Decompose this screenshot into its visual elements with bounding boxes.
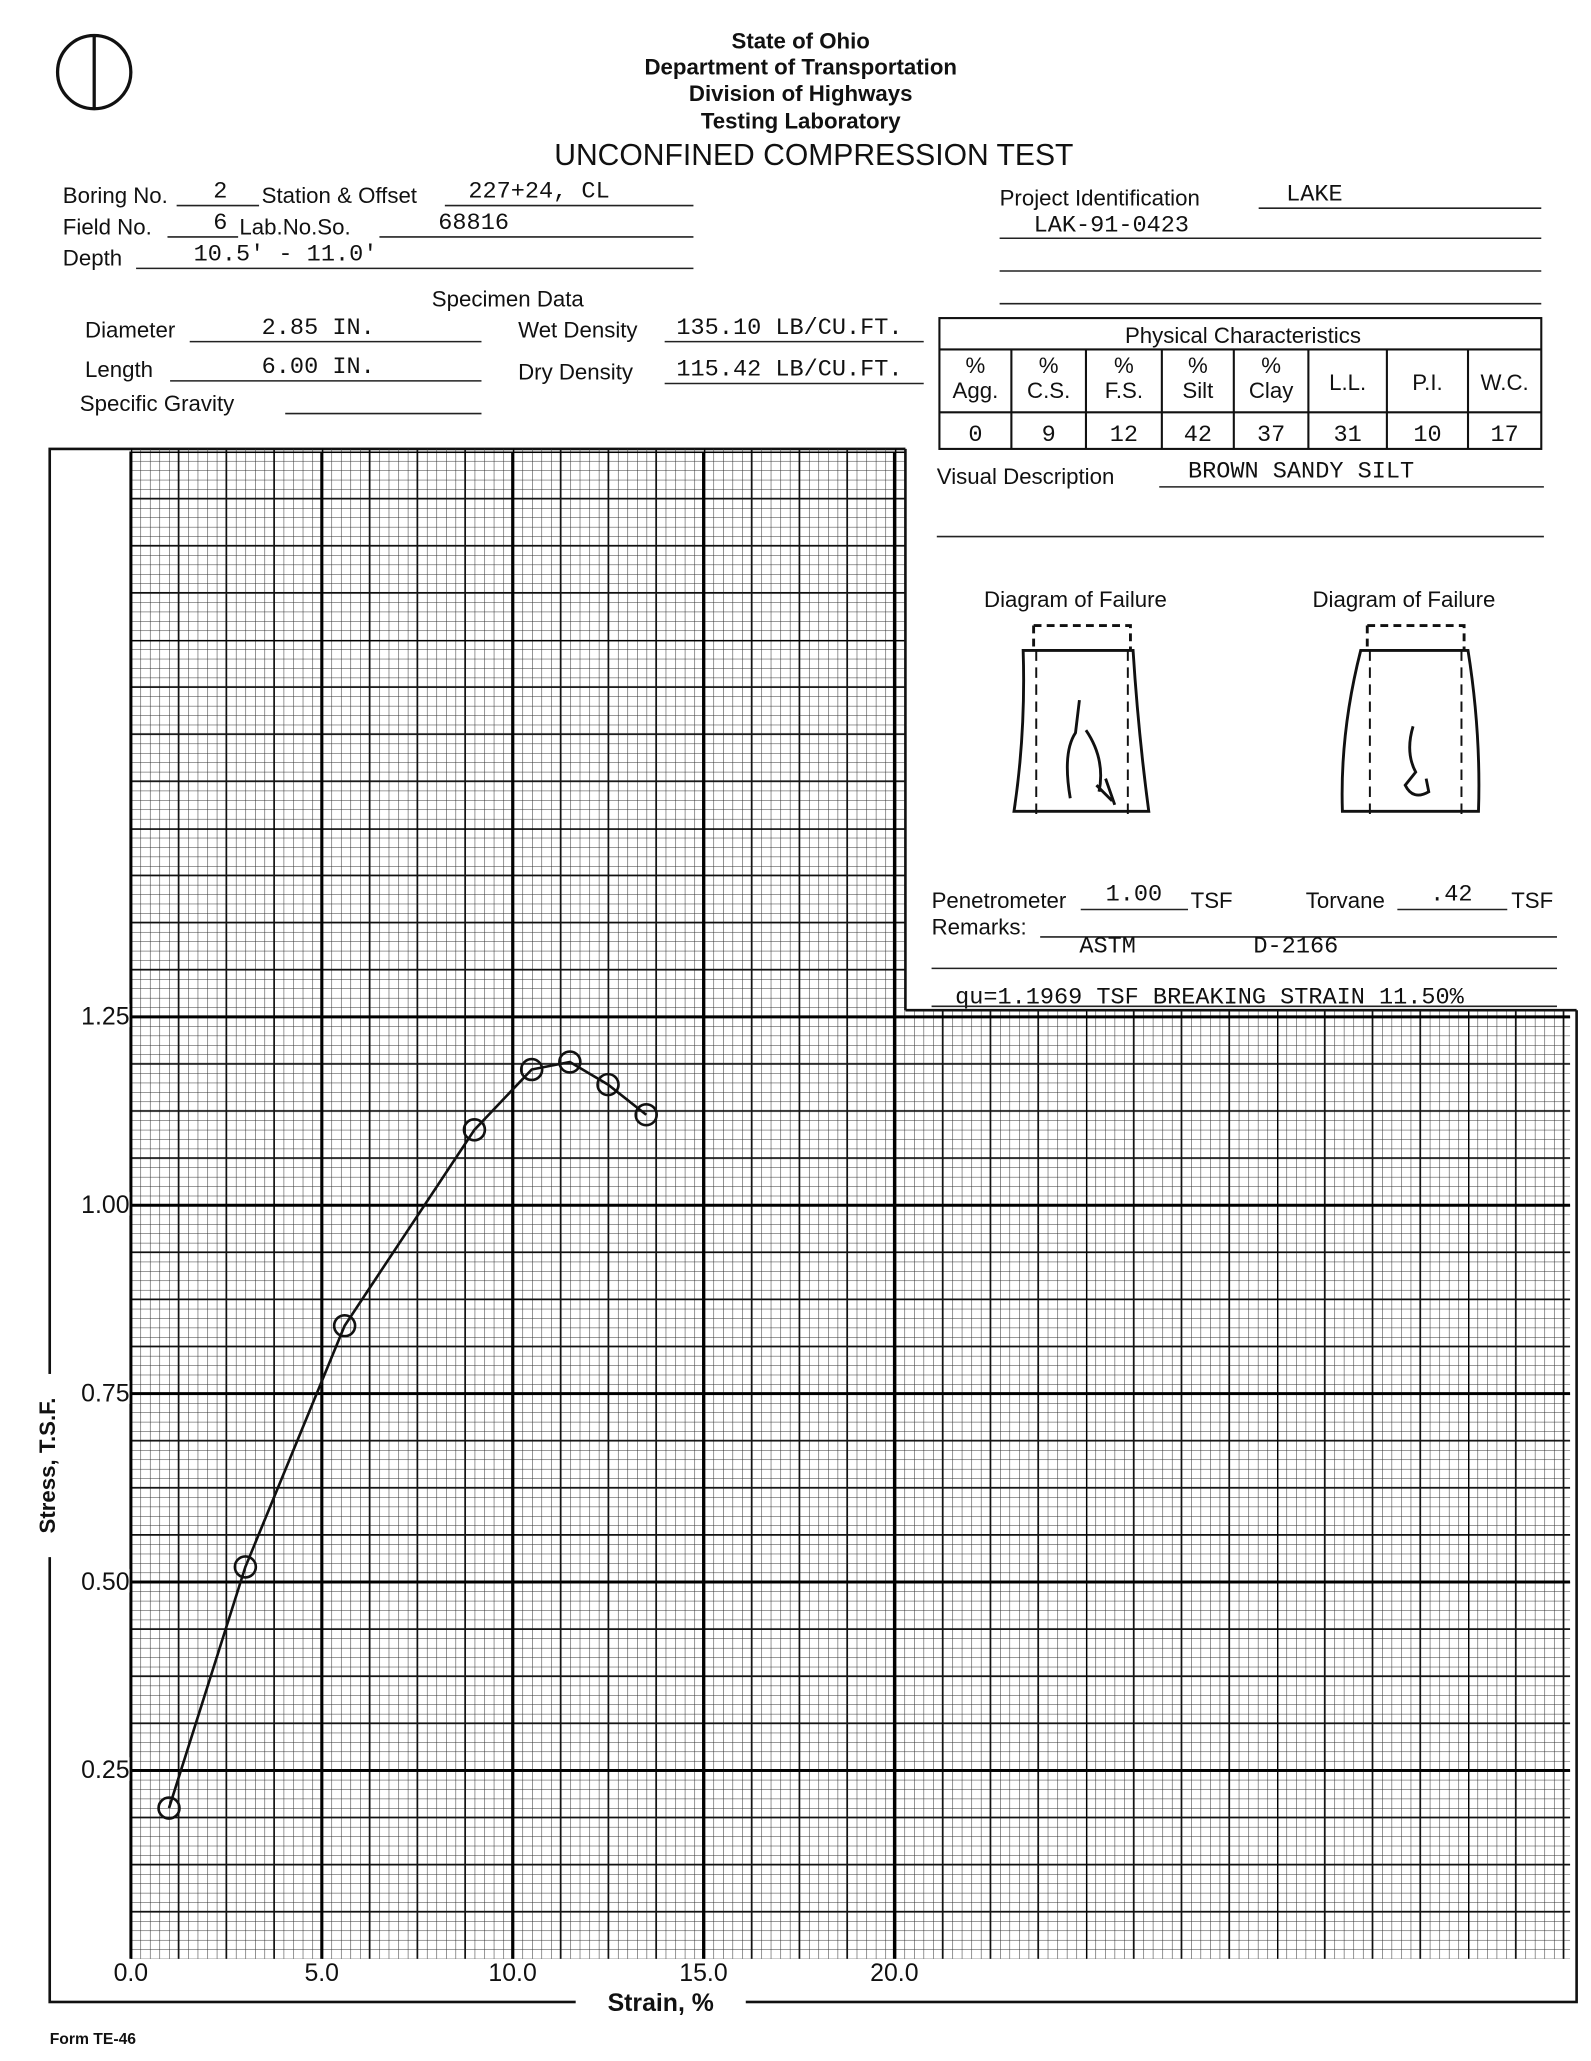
agency: State of Ohio <box>732 29 870 54</box>
column-header: Silt <box>1182 378 1214 403</box>
y-tick-label: 0.25 <box>81 1757 129 1784</box>
cell: 31 <box>1334 422 1362 449</box>
column-header: P.I. <box>1412 370 1443 395</box>
remark: D-2166 <box>1253 934 1338 961</box>
column-header: % <box>1261 353 1281 378</box>
remark: ASTM <box>1079 934 1136 961</box>
value: 2.85 IN. <box>262 315 375 342</box>
label: Field No. <box>63 214 152 239</box>
value: LAKE <box>1286 181 1343 208</box>
unit: TSF <box>1191 888 1233 913</box>
label: Remarks: <box>932 914 1027 939</box>
column-header: % <box>1114 353 1134 378</box>
y-tick-label: 1.25 <box>81 1004 129 1031</box>
y-tick-label: 0.50 <box>81 1569 129 1596</box>
label: Visual Description <box>937 464 1115 489</box>
value: 227+24, CL <box>468 179 609 206</box>
label: Boring No. <box>63 183 168 208</box>
x-tick-label: 0.0 <box>114 1960 149 1987</box>
x-axis-title: Strain, % <box>608 1990 714 2017</box>
value: 135.10 LB/CU.FT. <box>676 315 902 342</box>
y-tick-label: 0.75 <box>81 1380 129 1407</box>
result: qu=1.1969 TSF BREAKING STRAIN 11.50% <box>955 985 1465 1012</box>
cell: 9 <box>1042 422 1056 449</box>
footer: Form TE-46 <box>50 2031 137 2048</box>
value: 68816 <box>438 210 509 237</box>
header: State of Ohio Department of Transportati… <box>644 29 957 134</box>
diagram-label: Diagram of Failure <box>1312 587 1495 612</box>
title: UNCONFINED COMPRESSION TEST <box>554 139 1073 172</box>
x-tick-label: 20.0 <box>870 1960 918 1987</box>
label: Specific Gravity <box>80 391 235 416</box>
value: 6.00 IN. <box>262 354 375 381</box>
page: State of Ohio Department of Transportati… <box>0 0 1591 2061</box>
value: 2 <box>213 179 227 206</box>
x-tick-label: 10.0 <box>488 1960 536 1987</box>
x-tick-label: 15.0 <box>679 1960 727 1987</box>
value: 1.00 <box>1106 881 1163 908</box>
label: Penetrometer <box>932 888 1067 913</box>
value: LAK-91-0423 <box>1034 213 1189 240</box>
label: Diameter <box>85 318 176 343</box>
column-header: Agg. <box>953 378 999 403</box>
cell: 10 <box>1413 422 1441 449</box>
column-header: % <box>966 353 986 378</box>
label: Lab.No.So. <box>239 214 350 239</box>
cell: 17 <box>1491 422 1519 449</box>
agency: Department of Transportation <box>644 55 957 80</box>
cell: 12 <box>1110 422 1138 449</box>
x-tick-label: 5.0 <box>304 1960 339 1987</box>
agency: Division of Highways <box>689 81 913 106</box>
label: Station & Offset <box>262 183 418 208</box>
column-header: % <box>1039 353 1059 378</box>
section-title: Specimen Data <box>432 286 585 311</box>
value: 6 <box>213 210 227 237</box>
column-header: % <box>1188 353 1208 378</box>
label: Length <box>85 357 153 382</box>
column-header: C.S. <box>1027 378 1070 403</box>
label: Dry Density <box>518 360 634 385</box>
document: State of Ohio Department of Transportati… <box>0 0 1591 2061</box>
label: Wet Density <box>518 318 638 343</box>
column-header: W.C. <box>1481 370 1529 395</box>
unit: TSF <box>1511 888 1553 913</box>
cell: 42 <box>1184 422 1212 449</box>
value: 115.42 LB/CU.FT. <box>676 357 902 384</box>
column-header: F.S. <box>1105 378 1143 403</box>
value: 10.5' - 11.0' <box>194 242 378 269</box>
cell: 0 <box>968 422 982 449</box>
table-title: Physical Characteristics <box>1125 323 1361 348</box>
column-header: Clay <box>1249 378 1294 403</box>
label: Torvane <box>1306 888 1385 913</box>
label: Depth <box>63 246 122 271</box>
physical-table: Physical Characteristics %Agg.0%C.S.9%F.… <box>939 318 1541 449</box>
y-tick-label: 1.00 <box>81 1192 129 1219</box>
value: .42 <box>1430 881 1472 908</box>
cell: 37 <box>1257 422 1285 449</box>
y-axis-title: Stress, T.S.F. <box>35 1398 60 1534</box>
column-header: L.L. <box>1329 370 1366 395</box>
agency: Testing Laboratory <box>701 108 901 133</box>
label: Project Identification <box>1000 186 1200 211</box>
value: BROWN SANDY SILT <box>1188 459 1414 486</box>
diagram-label: Diagram of Failure <box>984 587 1167 612</box>
